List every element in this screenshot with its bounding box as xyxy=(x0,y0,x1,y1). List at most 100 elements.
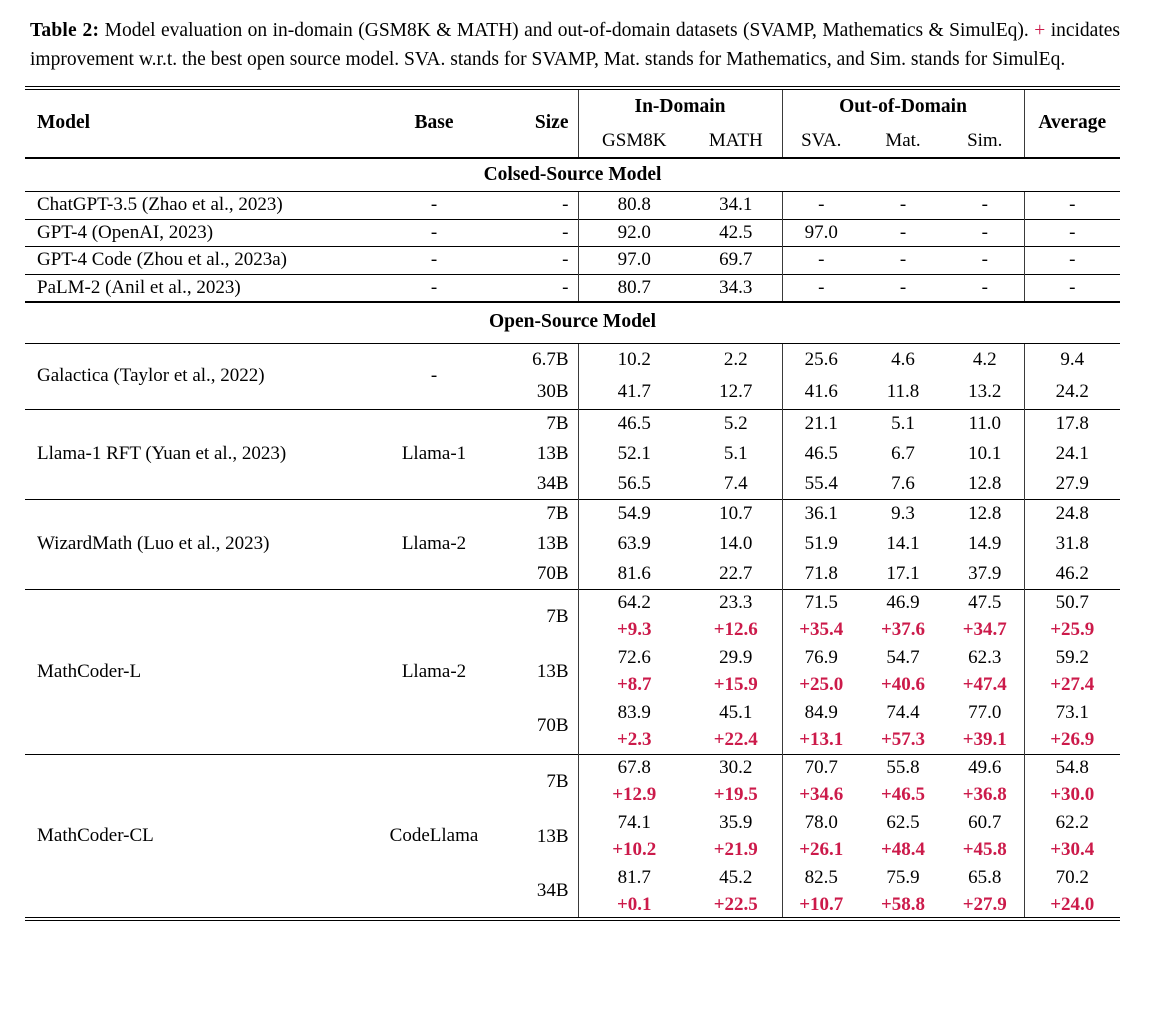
score-cell: 9.3 xyxy=(860,498,946,529)
score-cell: - xyxy=(899,194,907,216)
improvement-cell: +25.9 xyxy=(1023,616,1121,644)
size-cell: - xyxy=(488,273,578,302)
improvement-cell: +57.3 xyxy=(880,729,926,751)
improvement-cell: +40.6 xyxy=(880,674,926,696)
table-row: MathCoder-L Llama-2 7B 64.2 23.3 71.5 46.9 47.5… xyxy=(25,588,1121,754)
score-cell: 14.1 xyxy=(886,533,920,555)
score-cell: 37.9 xyxy=(968,562,1002,584)
base-model-cell: - xyxy=(380,218,488,247)
header-row-main: Model Base Size In-Domain Out-of-Domain … xyxy=(25,88,1121,159)
score-cell: 29.9 xyxy=(719,646,753,668)
table-row: 13B 74.1 35.9 78.0 62.5 60.7 62.2 xyxy=(25,809,1121,847)
score-cell: 13.2 xyxy=(968,381,1002,403)
improvement-cell: +24.0 xyxy=(1023,891,1121,920)
table-row: 34B 81.7 45.2 82.5 75.9 65.8 70.2 xyxy=(25,864,1121,901)
header-out-of-domain: Out-of-Domain xyxy=(781,88,1025,125)
table-body: Colsed-Source Model ChatGPT-3.5 (Zhao et … xyxy=(25,157,1121,920)
score-cell: 45.1 xyxy=(719,701,753,723)
base-model-cell: - xyxy=(430,194,438,216)
score-cell: 42.5 xyxy=(690,218,782,247)
score-cell: 9.4 xyxy=(1023,343,1121,376)
table-row: 70B 81.6 22.7 71.8 17.1 37.9 46.2 xyxy=(25,559,1121,589)
score-cell: 80.7 xyxy=(577,273,690,302)
paper-page: Table 2: Model evaluation on in-domain (… xyxy=(0,16,1149,922)
score-cell: 83.9 xyxy=(577,699,690,727)
improvement-cell: +21.9 xyxy=(713,839,758,861)
table-row: MathCoder-CL CodeLlama 7B 67.8 30.2 70.7 55.8 4… xyxy=(25,753,1121,920)
improvement-cell: +36.8 xyxy=(962,784,1007,806)
table-row: 30B 41.7 12.7 41.6 11.8 13.2 24.2 xyxy=(25,376,1121,409)
improvement-cell: +37.6 xyxy=(880,619,926,641)
header-size: Size xyxy=(488,88,578,159)
section-header-row: Open-Source Model xyxy=(25,300,1121,344)
header-average: Average xyxy=(1023,88,1121,159)
model-name-cell: GPT-4 Code (Zhou et al., 2023a) xyxy=(25,246,380,274)
table-row: Llama-1 RFT (Yuan et al., 2023) Llama-1 7B… xyxy=(25,408,1121,499)
score-cell: 46.9 xyxy=(860,588,946,617)
improvement-cell: +34.7 xyxy=(962,619,1007,641)
improvement-cell: +22.5 xyxy=(713,893,758,915)
score-cell: 80.8 xyxy=(577,191,690,219)
score-cell: - xyxy=(860,218,946,247)
size-cell: 7B xyxy=(488,588,578,644)
model-name-cell: Galactica (Taylor et al., 2022) xyxy=(37,365,265,387)
table-row: Galactica (Taylor et al., 2022) - 6.7B 10.2… xyxy=(25,343,1121,386)
model-name-cell: WizardMath (Luo et al., 2023) xyxy=(25,498,380,589)
score-cell: - xyxy=(860,273,946,302)
size-cell: 34B xyxy=(536,472,569,494)
base-model-cell: - xyxy=(380,246,488,274)
size-cell: - xyxy=(562,194,569,216)
score-cell: 24.2 xyxy=(1023,376,1121,409)
base-model-cell: - xyxy=(380,273,488,302)
improvement-cell: +12.6 xyxy=(713,619,758,641)
score-cell: 36.1 xyxy=(781,498,860,529)
score-cell: 63.9 xyxy=(577,529,690,559)
score-cell: 74.4 xyxy=(886,701,920,723)
improvement-cell: +30.4 xyxy=(1023,836,1121,864)
score-cell: 49.6 xyxy=(946,753,1025,782)
score-cell: 55.8 xyxy=(860,753,946,782)
table-row: 13B 52.1 5.1 46.5 6.7 10.1 24.1 xyxy=(25,439,1121,469)
header-math: MATH xyxy=(690,125,782,159)
improvement-row: +12.9 +19.5 +34.6 +46.5 +36.8 +30.0 xyxy=(25,781,1121,809)
improvement-cell: +27.9 xyxy=(962,893,1007,915)
score-cell: 81.6 xyxy=(577,559,690,589)
score-cell: 64.2 xyxy=(577,588,690,617)
score-cell: 82.5 xyxy=(781,864,860,892)
score-cell: - xyxy=(1023,218,1121,247)
score-cell: 5.1 xyxy=(723,443,748,465)
score-cell: 10.2 xyxy=(577,343,690,376)
improvement-row: +2.3 +22.4 +13.1 +57.3 +39.1 +26.9 xyxy=(25,726,1121,754)
score-cell: 51.9 xyxy=(781,529,860,559)
score-cell: - xyxy=(981,194,988,216)
header-in-domain: In-Domain xyxy=(577,88,782,125)
size-cell: 13B xyxy=(536,533,569,555)
score-cell: 24.8 xyxy=(1023,498,1121,529)
header-mat: Mat. xyxy=(860,125,946,159)
score-cell: 70.2 xyxy=(1023,864,1121,892)
size-cell: 13B xyxy=(536,825,569,847)
score-cell: 92.0 xyxy=(577,218,690,247)
score-cell: - xyxy=(1023,273,1121,302)
improvement-row: +0.1 +22.5 +10.7 +58.8 +27.9 +24.0 xyxy=(25,891,1121,920)
table-row: GPT-4 Code (Zhou et al., 2023a) - -97.0 69.… xyxy=(25,246,1121,274)
score-cell: 54.9 xyxy=(577,498,690,529)
score-cell: 27.9 xyxy=(1023,469,1121,499)
score-cell: 76.9 xyxy=(781,644,860,672)
size-cell: 7B xyxy=(488,498,578,529)
section-header-row: Colsed-Source Model xyxy=(25,157,1121,192)
score-cell: 81.7 xyxy=(577,864,690,892)
model-name-cell: MathCoder-CL xyxy=(25,753,380,920)
score-cell: 71.5 xyxy=(781,588,860,617)
score-cell: 73.1 xyxy=(1023,699,1121,727)
header-model: Model xyxy=(25,88,380,159)
improvement-cell: +0.1 xyxy=(577,891,690,920)
score-cell: 67.8 xyxy=(577,753,690,782)
header-sim: Sim. xyxy=(946,125,1025,159)
model-name-cell: Llama-1 RFT (Yuan et al., 2023) xyxy=(25,408,380,499)
improvement-cell: +27.4 xyxy=(1023,671,1121,699)
table-caption: Table 2: Model evaluation on in-domain (… xyxy=(30,16,1120,74)
header-row-sub: GSM8K MATH SVA. Mat. Sim. xyxy=(25,125,1120,159)
base-model-cell: - xyxy=(430,365,438,387)
score-cell: - xyxy=(1023,191,1121,219)
